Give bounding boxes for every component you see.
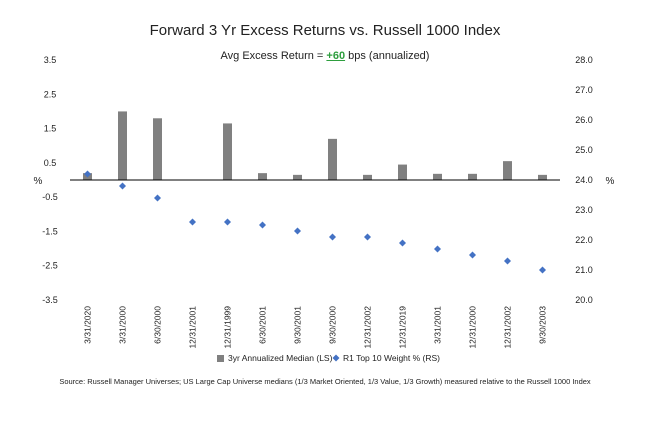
scatter-series [84,170,546,274]
data-point [364,233,371,241]
x-tick-label: 9/30/2000 [328,306,338,344]
x-tick-label: 3/31/2000 [118,306,128,344]
data-point [399,239,406,247]
x-tick-label: 6/30/2001 [258,306,268,344]
data-point [294,227,301,235]
right-axis: 28.0 27.0 26.0 25.0 24.0 23.0 22.0 21.0 20.0% [575,55,614,305]
x-tick-label: 12/31/2001 [188,306,198,349]
right-tick-label: 23.0 [575,205,593,215]
subtitle-highlight: +60 [326,50,346,62]
left-tick-label: 1.5 [44,124,57,134]
left-tick-label: -1.5 [42,226,58,236]
x-tick-label: 9/30/2003 [538,306,548,344]
chart-subtitle: Avg Excess Return = +60 bps (annualized) [0,50,650,62]
x-tick-label: 12/31/2002 [503,306,513,349]
x-tick-label: 9/30/2001 [293,306,303,344]
legend: 3yr Annualized Median (LS) R1 Top 10 Weig… [217,353,440,363]
left-axis-label: % [34,176,43,187]
bar [398,164,407,180]
chart-title: Forward 3 Yr Excess Returns vs. Russell … [149,22,501,39]
data-point [189,218,196,226]
bar [468,173,477,180]
right-tick-label: 26.0 [575,115,593,125]
bar [363,174,372,180]
legend-point-swatch [332,354,340,362]
bar [293,174,302,180]
bar [153,118,162,180]
data-point [119,182,126,190]
legend-point-label: R1 Top 10 Weight % (RS) [343,353,440,363]
right-tick-label: 20.0 [575,295,593,305]
legend-bar-swatch [217,355,224,362]
x-tick-label: 3/31/2020 [83,306,93,344]
x-tick-label: 3/31/2001 [433,306,443,344]
right-tick-label: 27.0 [575,85,593,95]
left-tick-label: 3.5 [44,55,57,65]
bar [503,161,512,180]
source-note: Source: Russell Manager Universes; US La… [59,377,591,386]
bar [433,173,442,180]
right-tick-label: 21.0 [575,265,593,275]
data-point [504,257,511,265]
data-point [84,170,91,178]
left-axis: 3.5 2.5 1.5 0.5 -0.5 -1.5 -2.5 -3.5% [34,55,58,305]
data-point [539,266,546,274]
data-point [154,194,161,202]
data-point [434,245,441,253]
data-point [469,251,476,259]
legend-bar-label: 3yr Annualized Median (LS) [228,353,333,363]
data-point [224,218,231,226]
data-point [329,233,336,241]
bar-series [83,111,547,180]
x-tick-label: 12/31/2019 [398,306,408,349]
left-tick-label: -0.5 [42,192,58,202]
x-tick-label: 12/31/2002 [363,306,373,349]
bar [538,174,547,180]
left-tick-label: -2.5 [42,261,58,271]
x-tick-label: 12/31/2000 [468,306,478,349]
subtitle-prefix: Avg Excess Return = [220,50,327,62]
right-tick-label: 28.0 [575,55,593,65]
x-axis-labels: 3/31/2020 3/31/2000 6/30/2000 12/31/2001 12/… [83,306,548,349]
subtitle-suffix: bps (annualized) [345,50,430,62]
data-point [259,221,266,229]
x-tick-label: 12/31/1999 [223,306,233,349]
bar [258,173,267,180]
left-tick-label: 0.5 [44,158,57,168]
left-tick-label: 2.5 [44,89,57,99]
bar [328,138,337,180]
right-tick-label: 24.0 [575,175,593,185]
right-tick-label: 25.0 [575,145,593,155]
bar [223,123,232,180]
right-axis-label: % [606,176,615,187]
bar [118,111,127,180]
x-tick-label: 6/30/2000 [153,306,163,344]
right-tick-label: 22.0 [575,235,593,245]
left-tick-label: -3.5 [42,295,58,305]
